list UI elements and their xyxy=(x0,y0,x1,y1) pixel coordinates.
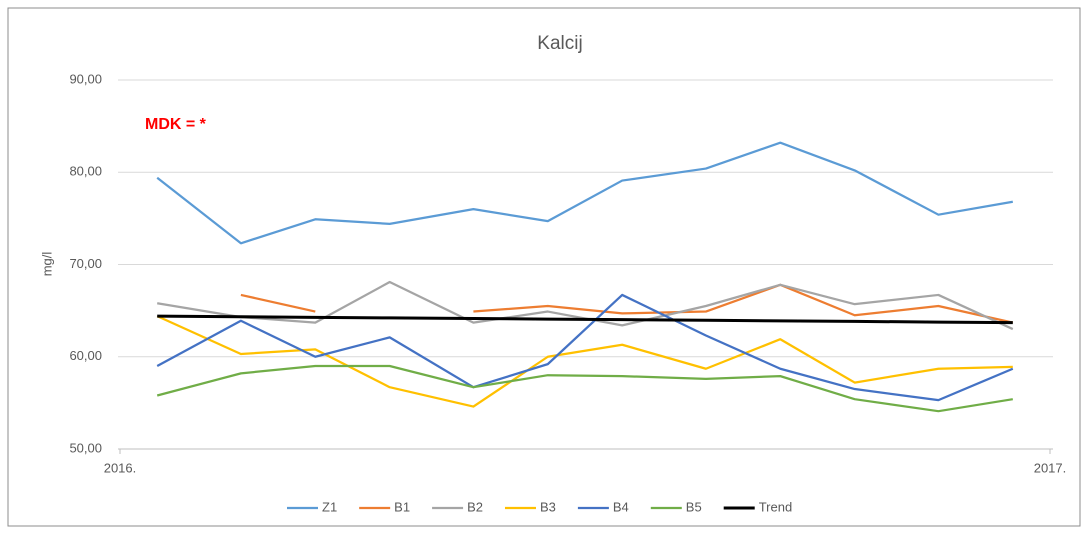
y-tick-label: 90,00 xyxy=(69,71,102,86)
x-tick-label: 2016. xyxy=(104,460,137,475)
series-line xyxy=(157,314,1013,325)
legend-label: Trend xyxy=(759,499,792,514)
legend-label: B4 xyxy=(613,499,629,514)
y-tick-label: 70,00 xyxy=(69,256,102,271)
series-line xyxy=(156,293,1014,402)
y-axis-label: mg/l xyxy=(39,252,54,277)
x-tick-label: 2017. xyxy=(1034,460,1067,475)
series-line xyxy=(240,283,1014,324)
series-line xyxy=(156,364,1013,413)
legend-label: Z1 xyxy=(322,499,337,514)
y-tick-label: 60,00 xyxy=(69,348,102,363)
legend-label: B3 xyxy=(540,499,556,514)
series-line xyxy=(156,141,1013,245)
legend-label: B5 xyxy=(686,499,702,514)
y-tick-label: 80,00 xyxy=(69,164,102,179)
chart-frame xyxy=(7,7,1081,527)
chart-title: Kalcij xyxy=(537,33,582,54)
y-tick-label: 50,00 xyxy=(69,440,102,455)
annotation: MDK = * xyxy=(145,116,207,133)
legend-label: B1 xyxy=(394,499,410,514)
legend-label: B2 xyxy=(467,499,483,514)
